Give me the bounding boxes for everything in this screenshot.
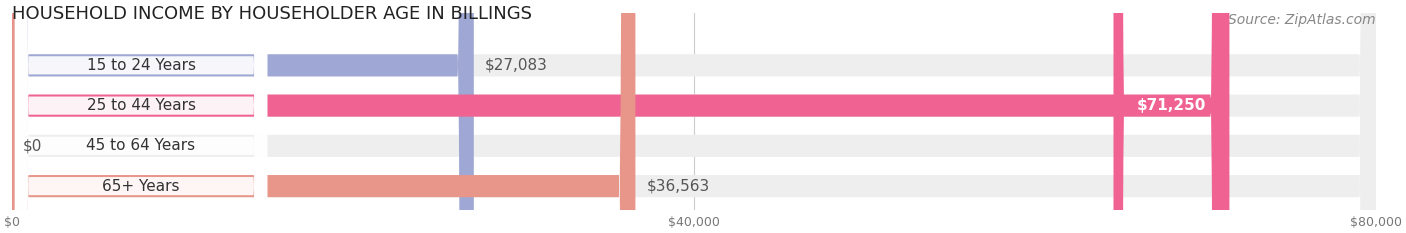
Text: 65+ Years: 65+ Years [103, 179, 180, 194]
Text: HOUSEHOLD INCOME BY HOUSEHOLDER AGE IN BILLINGS: HOUSEHOLD INCOME BY HOUSEHOLDER AGE IN B… [13, 5, 531, 23]
Text: Source: ZipAtlas.com: Source: ZipAtlas.com [1229, 13, 1376, 27]
FancyBboxPatch shape [15, 0, 267, 233]
FancyBboxPatch shape [13, 0, 474, 233]
FancyBboxPatch shape [13, 0, 1376, 233]
Text: 25 to 44 Years: 25 to 44 Years [87, 98, 195, 113]
FancyBboxPatch shape [13, 0, 1376, 233]
Text: $71,250: $71,250 [1137, 98, 1206, 113]
Text: 15 to 24 Years: 15 to 24 Years [87, 58, 195, 73]
FancyBboxPatch shape [15, 0, 267, 233]
Text: $0: $0 [22, 138, 42, 153]
FancyBboxPatch shape [1114, 0, 1229, 233]
FancyBboxPatch shape [13, 0, 1376, 233]
FancyBboxPatch shape [15, 0, 267, 233]
FancyBboxPatch shape [13, 0, 1376, 233]
Text: $36,563: $36,563 [647, 179, 710, 194]
FancyBboxPatch shape [13, 0, 1226, 233]
Text: 45 to 64 Years: 45 to 64 Years [87, 138, 195, 153]
FancyBboxPatch shape [13, 0, 636, 233]
FancyBboxPatch shape [15, 0, 267, 233]
Text: $27,083: $27,083 [485, 58, 547, 73]
